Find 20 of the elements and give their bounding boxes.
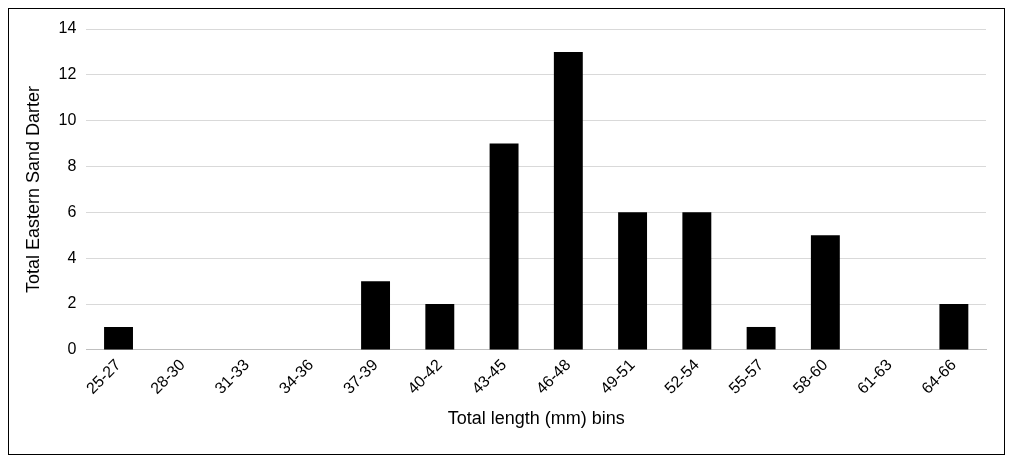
bar — [425, 304, 455, 350]
y-axis-title: Total Eastern Sand Darter — [22, 85, 43, 293]
bar — [682, 212, 712, 350]
y-tick-label: 2 — [67, 294, 77, 312]
y-tick-label: 14 — [58, 19, 77, 37]
bar — [361, 281, 391, 350]
y-tick-label: 6 — [67, 202, 77, 220]
y-tick-label: 10 — [58, 111, 77, 129]
y-tick-label: 8 — [67, 156, 77, 174]
bar — [104, 326, 133, 350]
y-tick-label: 0 — [67, 340, 77, 358]
bar — [618, 212, 648, 350]
bar — [810, 235, 840, 350]
bar — [553, 51, 583, 350]
bar — [746, 326, 776, 350]
bar — [489, 143, 519, 350]
bar — [939, 304, 969, 350]
x-axis-title: Total length (mm) bins — [447, 408, 625, 429]
y-tick-label: 4 — [67, 248, 77, 266]
y-tick-label: 12 — [58, 65, 77, 83]
